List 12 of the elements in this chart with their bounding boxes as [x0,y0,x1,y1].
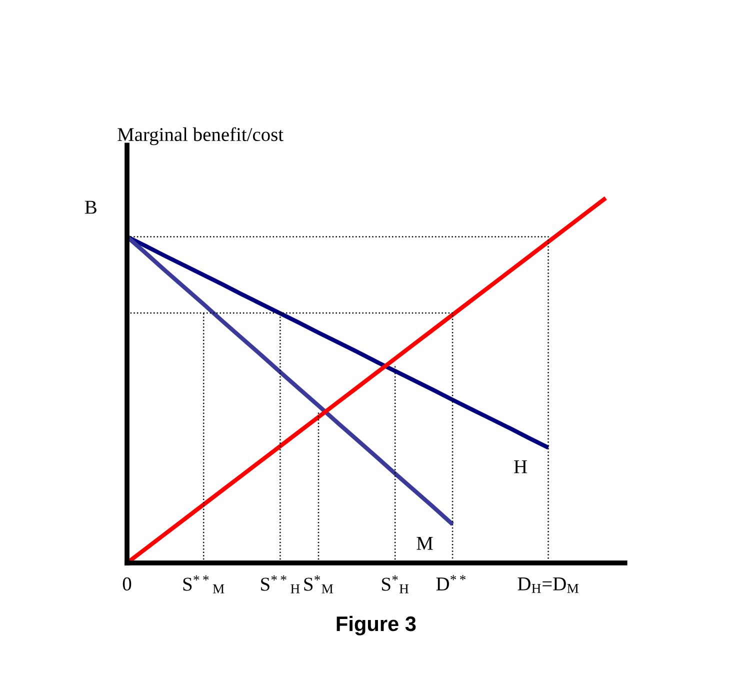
x-tick-label: D$^{**}$ [436,575,466,590]
series-label: H [514,460,527,474]
y-axis-title: Marginal benefit/cost [118,127,284,146]
x-tick-label: S$^{*}$$_{M}$ [304,575,334,594]
x-tick-label: 0 [122,577,132,591]
series-label: M [416,537,433,550]
x-tick-label: S$^{**}$$_{M}$ [183,575,224,594]
text: Figure 3 [336,616,416,636]
x-tick-label: S$^{**}$$_{H}$ [261,575,300,594]
x-tick-label: S$^{*}$$_{H}$ [382,575,409,594]
text: B [84,200,96,214]
x-tick-label: D$_{H}$=D$_{M}$ [518,578,579,593]
